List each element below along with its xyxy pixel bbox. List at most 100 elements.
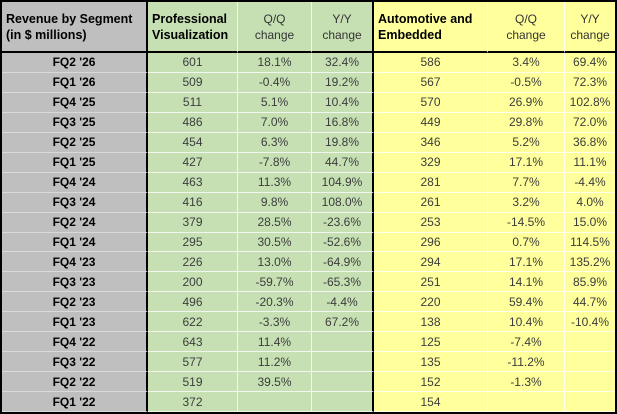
table-title-line1: Revenue by Segment: [6, 11, 133, 26]
auto-qq-change-cell: -1.3%: [488, 372, 565, 393]
auto-qq-change-cell: 29.8%: [488, 112, 565, 133]
pv-revenue-cell: 463: [148, 172, 238, 193]
auto-revenue-cell: 261: [374, 192, 488, 213]
quarter-label: FQ1 '26: [2, 72, 148, 93]
pv-qq-change-cell: [238, 392, 312, 412]
auto-qq-change-cell: 59.4%: [488, 292, 565, 313]
auto-revenue-cell: 138: [374, 312, 488, 333]
auto-revenue-cell: 281: [374, 172, 488, 193]
auto-qq-change-header: Q/Q change: [488, 2, 565, 53]
auto-qq-change-cell: 17.1%: [488, 252, 565, 273]
auto-yy-change-cell: 44.7%: [565, 292, 615, 313]
auto-yy-change-cell: 11.1%: [565, 152, 615, 173]
auto-yy-header-line1: Y/Y: [580, 11, 600, 26]
auto-qq-change-cell: 0.7%: [488, 232, 565, 253]
pv-revenue-cell: 427: [148, 152, 238, 173]
pv-qq-change-cell: 39.5%: [238, 372, 312, 393]
auto-yy-change-cell: 36.8%: [565, 132, 615, 153]
pv-yy-change-cell: 16.8%: [312, 112, 374, 133]
pv-qq-change-cell: 11.2%: [238, 352, 312, 373]
auto-qq-change-cell: 26.9%: [488, 92, 565, 113]
pv-revenue-cell: 372: [148, 392, 238, 412]
pv-qq-change-cell: -0.4%: [238, 72, 312, 93]
auto-revenue-cell: 567: [374, 72, 488, 93]
pv-yy-header-line2: change: [322, 27, 362, 42]
pv-revenue-cell: 486: [148, 112, 238, 133]
quarter-label: FQ4 '23: [2, 252, 148, 273]
auto-yy-header-line2: change: [570, 27, 610, 42]
auto-yy-change-cell: [565, 392, 615, 412]
auto-qq-change-cell: 17.1%: [488, 152, 565, 173]
auto-qq-change-cell: -14.5%: [488, 212, 565, 233]
pv-revenue-cell: 496: [148, 292, 238, 313]
auto-qq-header-line2: change: [506, 27, 546, 42]
pv-qq-change-cell: 9.8%: [238, 192, 312, 213]
pv-qq-change-cell: 13.0%: [238, 252, 312, 273]
auto-yy-change-header: Y/Y change: [565, 2, 615, 53]
quarter-label: FQ2 '25: [2, 132, 148, 153]
auto-revenue-cell: 220: [374, 292, 488, 313]
auto-revenue-cell: 346: [374, 132, 488, 153]
quarter-label: FQ3 '24: [2, 192, 148, 213]
pv-yy-change-cell: [312, 352, 374, 373]
pv-revenue-cell: 200: [148, 272, 238, 293]
pv-qq-change-cell: 11.4%: [238, 332, 312, 353]
quarter-label: FQ2 '26: [2, 53, 148, 73]
auto-revenue-cell: 152: [374, 372, 488, 393]
auto-yy-change-cell: 114.5%: [565, 232, 615, 253]
pv-qq-change-cell: 6.3%: [238, 132, 312, 153]
pv-section-title-line1: Professional: [152, 11, 228, 26]
auto-yy-change-cell: 102.8%: [565, 92, 615, 113]
pv-yy-change-cell: [312, 392, 374, 412]
pv-qq-change-cell: 11.3%: [238, 172, 312, 193]
pv-qq-change-cell: -3.3%: [238, 312, 312, 333]
pv-section-header: Professional Visualization: [148, 2, 238, 53]
auto-qq-change-cell: [488, 392, 565, 412]
pv-yy-change-cell: [312, 372, 374, 393]
auto-yy-change-cell: -4.4%: [565, 172, 615, 193]
quarter-label: FQ3 '23: [2, 272, 148, 293]
table-title-line2: (in $ millions): [6, 27, 87, 42]
auto-yy-change-cell: 135.2%: [565, 252, 615, 273]
auto-qq-change-cell: 7.7%: [488, 172, 565, 193]
pv-qq-change-cell: 7.0%: [238, 112, 312, 133]
auto-yy-change-cell: [565, 332, 615, 353]
auto-revenue-cell: 449: [374, 112, 488, 133]
auto-revenue-cell: 253: [374, 212, 488, 233]
quarter-label: FQ4 '22: [2, 332, 148, 353]
pv-revenue-cell: 509: [148, 72, 238, 93]
pv-revenue-cell: 519: [148, 372, 238, 393]
auto-yy-change-cell: [565, 372, 615, 393]
pv-yy-change-cell: 32.4%: [312, 53, 374, 73]
auto-qq-change-cell: -7.4%: [488, 332, 565, 353]
auto-yy-change-cell: [565, 352, 615, 373]
quarter-label: FQ3 '22: [2, 352, 148, 373]
pv-yy-change-cell: -52.6%: [312, 232, 374, 253]
pv-revenue-cell: 416: [148, 192, 238, 213]
auto-qq-change-cell: -11.2%: [488, 352, 565, 373]
auto-section-header: Automotive and Embedded: [374, 2, 488, 53]
auto-yy-change-cell: 69.4%: [565, 53, 615, 73]
auto-revenue-cell: 135: [374, 352, 488, 373]
quarter-label: FQ4 '24: [2, 172, 148, 193]
pv-revenue-cell: 511: [148, 92, 238, 113]
pv-yy-change-cell: -65.3%: [312, 272, 374, 293]
pv-qq-change-cell: 30.5%: [238, 232, 312, 253]
auto-yy-change-cell: 85.9%: [565, 272, 615, 293]
pv-revenue-cell: 295: [148, 232, 238, 253]
quarter-label: FQ1 '25: [2, 152, 148, 173]
quarter-label: FQ2 '23: [2, 292, 148, 313]
pv-revenue-cell: 622: [148, 312, 238, 333]
pv-yy-change-cell: -23.6%: [312, 212, 374, 233]
auto-revenue-cell: 294: [374, 252, 488, 273]
pv-qq-change-header: Q/Q change: [238, 2, 312, 53]
auto-revenue-cell: 251: [374, 272, 488, 293]
pv-yy-change-cell: 104.9%: [312, 172, 374, 193]
pv-yy-change-cell: 44.7%: [312, 152, 374, 173]
pv-yy-change-cell: [312, 332, 374, 353]
pv-revenue-cell: 577: [148, 352, 238, 373]
auto-section-title-line1: Automotive and: [378, 11, 473, 26]
pv-qq-header-line2: change: [254, 27, 295, 42]
